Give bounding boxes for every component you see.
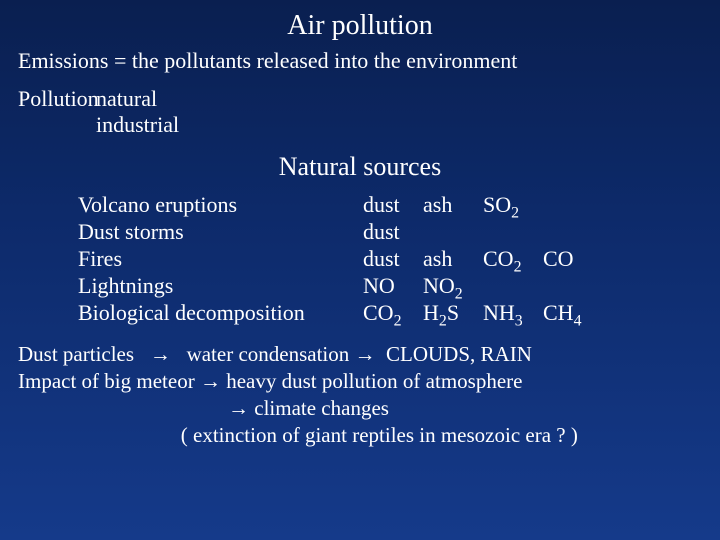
chem-sub: 2 <box>394 312 402 329</box>
chem-tail: S <box>447 300 459 325</box>
chem-base: CH <box>543 300 574 325</box>
source-p1: dust <box>363 192 423 218</box>
text-frag: CLOUDS, RAIN <box>376 342 532 366</box>
source-p3 <box>483 219 543 245</box>
text-frag: climate changes <box>249 396 389 420</box>
pollution-types: natural industrial <box>96 86 702 138</box>
source-name: Lightnings <box>18 273 363 299</box>
source-p1: dust <box>363 246 423 272</box>
source-p1: dust <box>363 219 423 245</box>
arrow-icon: → <box>150 343 171 366</box>
source-p4: CO <box>543 246 603 272</box>
arrow-icon: → <box>355 343 376 366</box>
source-p2: NO2 <box>423 273 483 299</box>
source-row-fires: Fires dust ash CO2 CO <box>18 246 702 272</box>
pollution-row: Pollution natural industrial <box>18 86 702 138</box>
chem-sub: 4 <box>574 312 582 329</box>
chem-base: H <box>423 300 439 325</box>
source-p4: CH4 <box>543 300 603 326</box>
slide: Air pollution Emissions = the pollutants… <box>0 0 720 448</box>
source-p3: NH3 <box>483 300 543 326</box>
source-p2: ash <box>423 192 483 218</box>
arrow-icon: → <box>228 397 249 420</box>
pollution-label: Pollution <box>18 86 96 138</box>
emissions-definition: Emissions = the pollutants released into… <box>18 48 702 74</box>
meteor-line-2: → climate changes <box>18 396 702 421</box>
page-title: Air pollution <box>18 10 702 42</box>
text-frag: water condensation <box>171 342 355 366</box>
source-p3 <box>483 273 543 299</box>
chem-sub: 3 <box>515 312 523 329</box>
source-p4 <box>543 192 603 218</box>
source-p2: H2S <box>423 300 483 326</box>
source-p3: CO2 <box>483 246 543 272</box>
chem-base: SO <box>483 192 511 217</box>
text-frag: Dust particles <box>18 342 150 366</box>
text-frag: heavy dust pollution of atmosphere <box>221 369 523 393</box>
source-p1: NO <box>363 273 423 299</box>
dust-particles-line: Dust particles → water condensation → CL… <box>18 342 702 367</box>
source-row-volcano: Volcano eruptions dust ash SO2 <box>18 192 702 218</box>
source-p4 <box>543 273 603 299</box>
source-name: Volcano eruptions <box>18 192 363 218</box>
source-name: Biological decomposition <box>18 300 363 326</box>
chem-sub: 2 <box>439 312 447 329</box>
chem-base: NH <box>483 300 515 325</box>
pollution-type-natural: natural <box>96 86 702 112</box>
pollution-type-industrial: industrial <box>96 112 702 138</box>
source-name: Dust storms <box>18 219 363 245</box>
pad <box>18 396 228 420</box>
source-p2 <box>423 219 483 245</box>
section-subtitle: Natural sources <box>18 152 702 182</box>
source-name: Fires <box>18 246 363 272</box>
source-p1: CO2 <box>363 300 423 326</box>
source-p2: ash <box>423 246 483 272</box>
pad <box>18 423 181 447</box>
text-frag: ( extinction of giant reptiles in mesozo… <box>181 423 578 447</box>
meteor-line-1: Impact of big meteor → heavy dust pollut… <box>18 369 702 394</box>
bottom-notes: Dust particles → water condensation → CL… <box>18 342 702 448</box>
source-row-duststorms: Dust storms dust <box>18 219 702 245</box>
source-row-lightnings: Lightnings NO NO2 <box>18 273 702 299</box>
text-frag: Impact of big meteor <box>18 369 200 393</box>
chem-base: NO <box>423 273 455 298</box>
chem-base: CO <box>363 300 394 325</box>
arrow-icon: → <box>200 370 221 393</box>
source-row-biological: Biological decomposition CO2 H2S NH3 CH4 <box>18 300 702 326</box>
chem-base: CO <box>483 246 514 271</box>
source-p3: SO2 <box>483 192 543 218</box>
meteor-line-3: ( extinction of giant reptiles in mesozo… <box>18 423 702 448</box>
source-p4 <box>543 219 603 245</box>
